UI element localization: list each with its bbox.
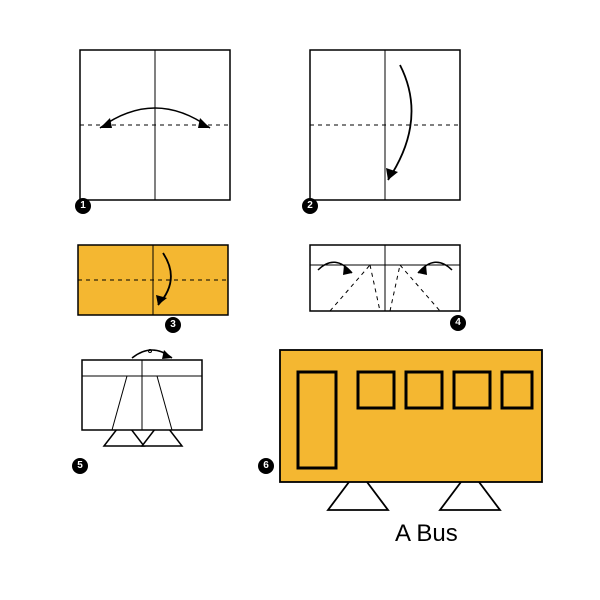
step-6-label: 6	[263, 460, 269, 471]
step-2-badge: 2	[302, 198, 318, 214]
step-4-label: 4	[455, 317, 461, 328]
step-3-label: 3	[170, 319, 176, 330]
step-3-diagram	[78, 245, 228, 315]
step-1-diagram	[80, 50, 230, 200]
step-3-badge: 3	[165, 317, 181, 333]
step-2-diagram	[310, 50, 460, 200]
step-5-badge: 5	[72, 458, 88, 474]
step-2-label: 2	[307, 200, 313, 211]
step-6-diagram	[280, 350, 552, 520]
step-4-diagram	[310, 245, 460, 311]
step-1-label: 1	[80, 200, 86, 211]
step-5-label: 5	[77, 460, 83, 471]
diagram-title: A Bus	[395, 520, 458, 548]
step-5-diagram	[82, 360, 212, 460]
step-4-badge: 4	[450, 315, 466, 331]
step-1-badge: 1	[75, 198, 91, 214]
origami-instructions: 1 2 3 4	[0, 0, 600, 600]
step-6-badge: 6	[258, 458, 274, 474]
